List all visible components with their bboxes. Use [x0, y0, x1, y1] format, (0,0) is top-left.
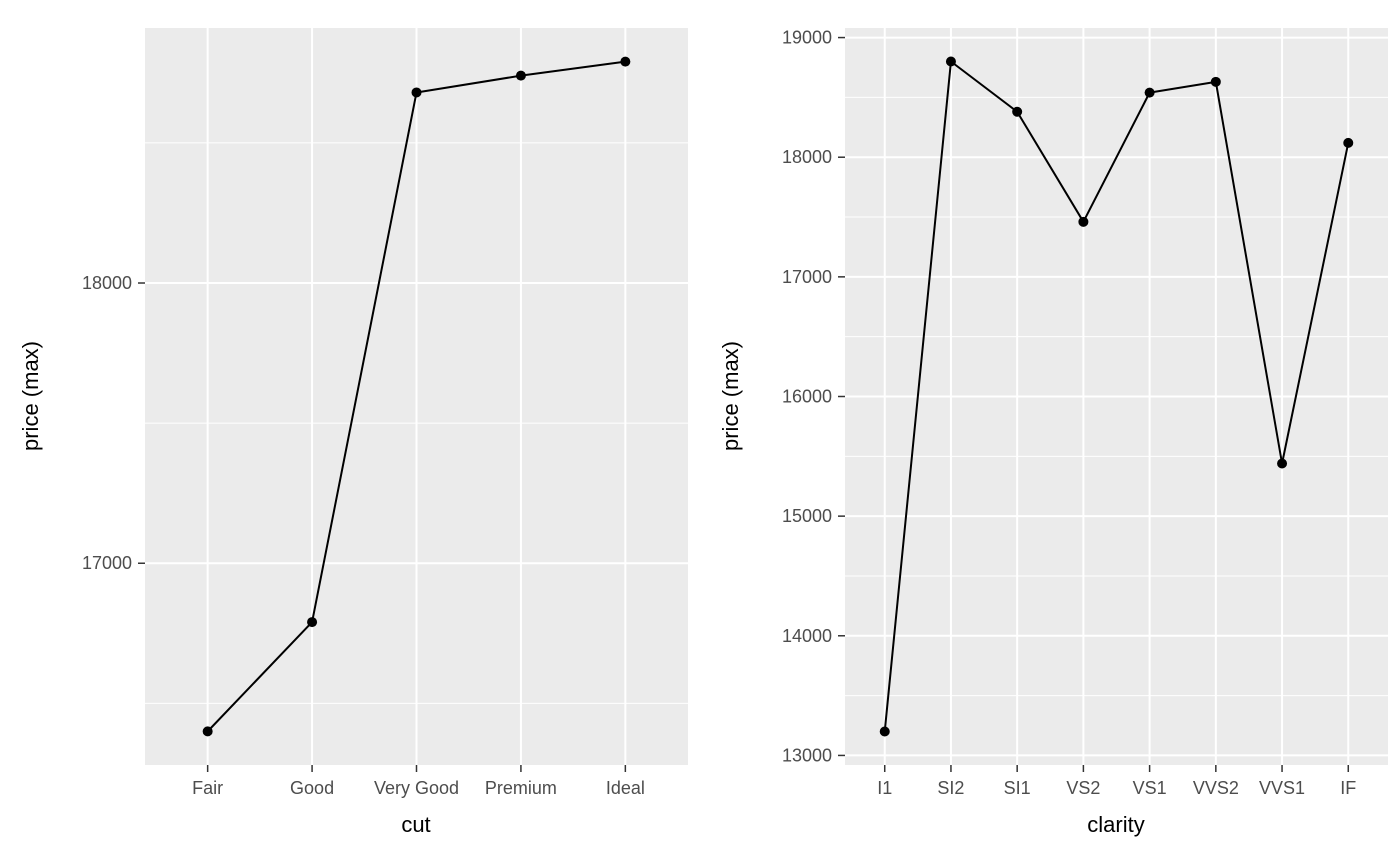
y-tick-label: 18000 [82, 273, 132, 293]
chart-price-by-cut: 17000 18000 Fair Good Very Good Premium Ideal … [18, 28, 688, 837]
x-tick-label: IF [1340, 778, 1356, 798]
x-axis-title: clarity [1087, 812, 1144, 837]
y-axis-title: price (max) [718, 341, 743, 451]
plot-panel: 17000 18000 Fair Good Very Good Premium Ideal [82, 28, 688, 798]
data-point [515, 70, 526, 81]
data-point [202, 726, 213, 737]
data-point [1078, 216, 1089, 227]
data-point [1012, 106, 1023, 117]
data-point [620, 56, 631, 67]
x-tick-label: Ideal [606, 778, 645, 798]
y-tick-label: 16000 [782, 387, 832, 407]
y-tick-label: 18000 [782, 147, 832, 167]
x-tick-label: SI2 [937, 778, 964, 798]
plot-panel: 13000 14000 15000 16000 17000 18000 19000 I1 SI2… [782, 28, 1388, 798]
data-point [945, 56, 956, 67]
chart-price-by-clarity-svg: 13000 14000 15000 16000 17000 18000 19000 I1 SI2… [718, 28, 1388, 837]
y-tick-label: 19000 [782, 28, 832, 48]
x-tick-label: Good [290, 778, 334, 798]
x-axis-title: cut [401, 812, 430, 837]
chart-price-by-clarity: 13000 14000 15000 16000 17000 18000 19000 I1 SI2… [700, 0, 1400, 866]
x-tick-label: Fair [192, 778, 223, 798]
data-point [307, 617, 318, 628]
y-tick-label: 14000 [782, 626, 832, 646]
y-tick-label: 15000 [782, 506, 832, 526]
x-tick-label: I1 [877, 778, 892, 798]
y-tick-label: 17000 [82, 553, 132, 573]
data-point [411, 87, 422, 98]
x-tick-label: Very Good [374, 778, 459, 798]
x-tick-label: VVS2 [1193, 778, 1239, 798]
x-tick-label: SI1 [1004, 778, 1031, 798]
y-axis-title: price (max) [18, 341, 43, 451]
data-point [1277, 458, 1288, 469]
x-tick-label: VS1 [1133, 778, 1167, 798]
y-tick-label: 13000 [782, 745, 832, 765]
data-point [1144, 87, 1155, 98]
x-tick-label: VS2 [1066, 778, 1100, 798]
x-tick-label: VVS1 [1259, 778, 1305, 798]
data-point [1343, 137, 1354, 148]
data-point [879, 726, 890, 737]
y-tick-label: 17000 [782, 267, 832, 287]
x-tick-label: Premium [485, 778, 557, 798]
data-point [1210, 76, 1221, 87]
series-line [883, 60, 1350, 732]
